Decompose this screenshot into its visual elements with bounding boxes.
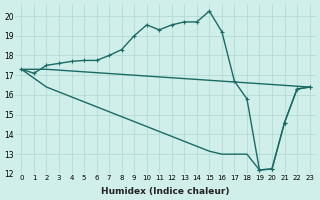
X-axis label: Humidex (Indice chaleur): Humidex (Indice chaleur): [101, 187, 230, 196]
